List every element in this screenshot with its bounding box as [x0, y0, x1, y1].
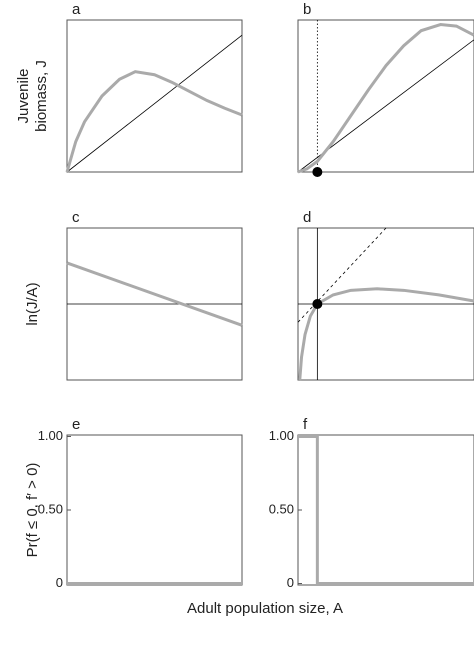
- y-axis-label: biomass, J: [33, 60, 50, 132]
- y-tick-label: 0: [287, 575, 294, 590]
- y-axis-label: Pr(f ≤ 0, f′ > 0): [24, 463, 41, 558]
- panel-label: c: [72, 209, 80, 226]
- panel-label: a: [72, 1, 81, 18]
- y-tick-label: 0.50: [269, 501, 294, 516]
- panel-label: f: [303, 416, 308, 433]
- x-axis-label: Adult population size, A: [187, 600, 343, 617]
- marker: [312, 299, 323, 309]
- y-tick-label: 1.00: [269, 428, 294, 443]
- plot-frame: [66, 434, 243, 586]
- curve: [65, 70, 243, 173]
- panel-label: e: [72, 416, 80, 433]
- y-axis-label: Juvenile: [15, 68, 32, 123]
- y-axis-label: ln(J/A): [24, 282, 41, 325]
- y-tick-label: 0: [56, 575, 63, 590]
- plot-frame: [297, 19, 474, 173]
- curve: [66, 261, 243, 327]
- curve: [297, 23, 474, 174]
- curve: [66, 34, 243, 173]
- panel-label: d: [303, 209, 311, 226]
- curve: [298, 287, 474, 381]
- curve: [298, 434, 474, 586]
- plot-frame: [297, 434, 474, 586]
- curve: [297, 227, 387, 323]
- panel-label: b: [303, 1, 311, 18]
- plot-frame: [66, 19, 243, 173]
- marker: [312, 167, 323, 177]
- y-tick-label: 1.00: [38, 428, 63, 443]
- y-tick-label: 0.50: [38, 501, 63, 516]
